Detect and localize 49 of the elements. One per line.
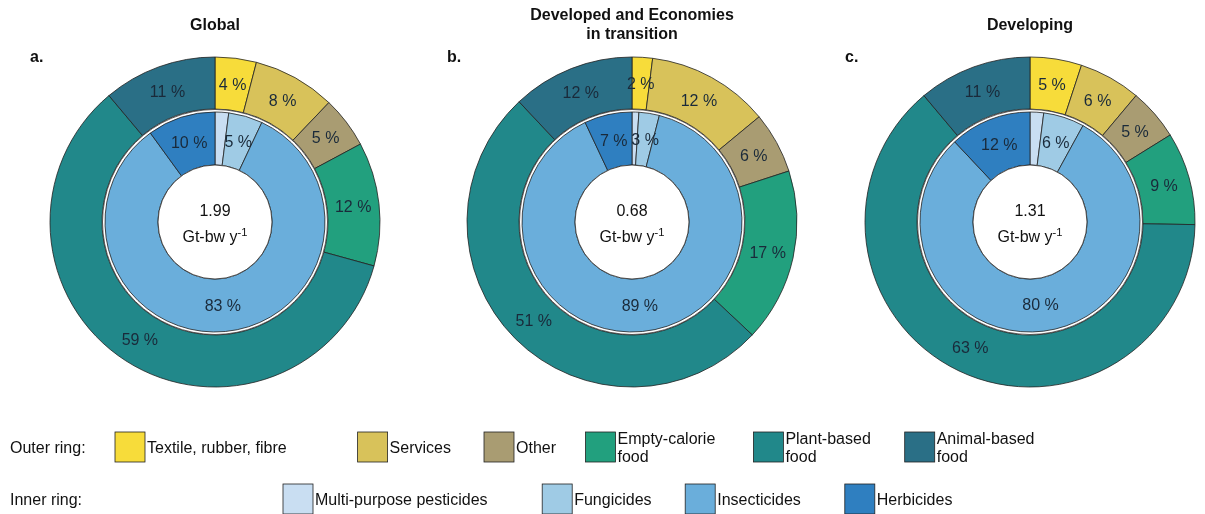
- legend-label: Other: [516, 439, 557, 456]
- data-label: 11 %: [964, 82, 1001, 100]
- legend-label: Plant-based food: [785, 430, 871, 465]
- chart-title: Developing: [986, 16, 1074, 33]
- data-label: 12 %: [334, 198, 372, 216]
- legend-label: Multi-purpose pesticides: [315, 491, 488, 508]
- data-label: 83 %: [204, 296, 242, 314]
- data-label: 17 %: [749, 243, 786, 261]
- chart-title: Developed and Economies in transition: [530, 6, 734, 42]
- data-label: 80 %: [1022, 296, 1059, 314]
- data-label: 7 %: [600, 132, 628, 150]
- text: c.: [845, 48, 859, 65]
- data-label: 8 %: [268, 92, 297, 110]
- legend-label: Fungicides: [574, 491, 652, 508]
- text: 0.68: [616, 202, 648, 219]
- text: Gt-bw y$^{-1}$: [997, 226, 1063, 245]
- data-label: 5 %: [311, 129, 340, 147]
- text: Gt-bw y$^{-1}$: [599, 226, 665, 245]
- data-label: 5 %: [1121, 122, 1149, 140]
- text: b.: [447, 48, 462, 65]
- data-label: 12 %: [680, 91, 718, 109]
- legend-label: Textile, rubber, fibre: [147, 439, 287, 456]
- data-label: 11 %: [149, 82, 186, 100]
- data-label: 5 %: [224, 133, 253, 151]
- data-label: 12 %: [562, 84, 600, 102]
- legend-label: Empty-calorie food: [617, 430, 716, 465]
- legend-label: Animal-based food: [936, 430, 1035, 465]
- legend-title: Inner ring:: [10, 491, 83, 508]
- data-label: 10 %: [170, 134, 208, 152]
- data-label: 12 %: [981, 135, 1018, 153]
- data-label: 89 %: [621, 296, 659, 314]
- text: Gt-bw y$^{-1}$: [182, 226, 248, 245]
- text: 1.99: [199, 202, 231, 219]
- data-label: 63 %: [952, 339, 989, 357]
- data-label: 5 %: [1038, 76, 1066, 94]
- data-label: 6 %: [740, 146, 768, 164]
- legend-title: Outer ring:: [10, 439, 86, 456]
- data-label: 51 %: [515, 311, 552, 329]
- data-label: 59 %: [121, 330, 159, 348]
- chart-title: Global: [190, 16, 240, 33]
- data-label: 9 %: [1150, 176, 1178, 194]
- data-label: 6 %: [1042, 134, 1070, 152]
- legend-label: Services: [389, 439, 451, 456]
- legend-label: Herbicides: [876, 491, 953, 508]
- legend-label: Insecticides: [717, 491, 801, 508]
- data-label: 4 %: [218, 75, 247, 93]
- text: 1.31: [1014, 202, 1046, 219]
- text: a.: [30, 48, 44, 65]
- data-label: 6 %: [1083, 92, 1112, 110]
